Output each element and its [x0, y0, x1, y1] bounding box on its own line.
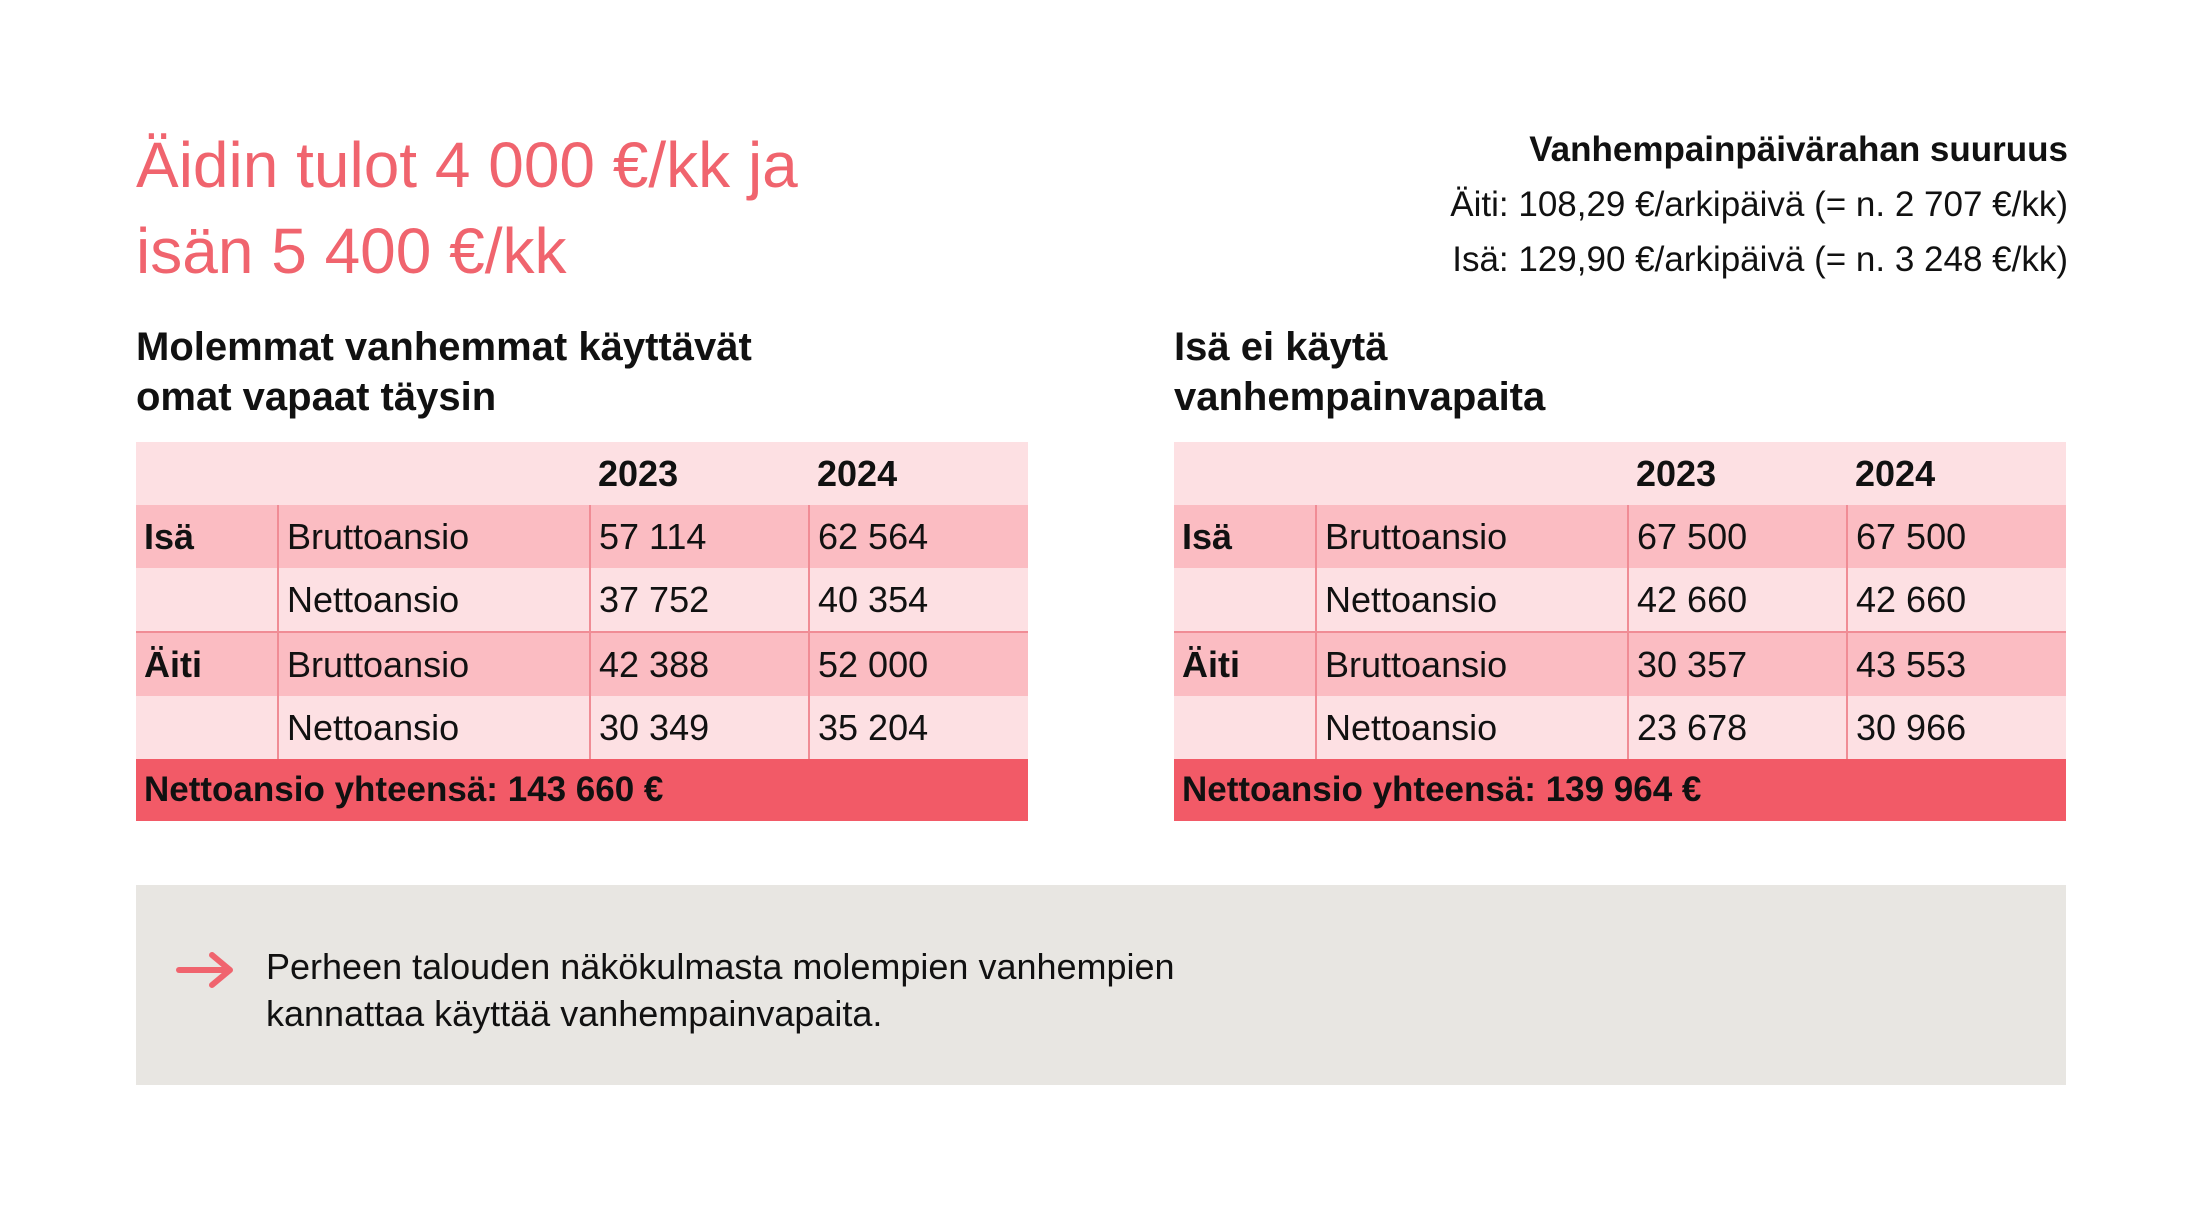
header-empty-cell	[136, 442, 278, 505]
page-title: Äidin tulot 4 000 €/kk ja isän 5 400 €/k…	[136, 122, 798, 294]
person-label	[1174, 696, 1316, 759]
arrow-right-icon	[176, 950, 236, 995]
person-label	[136, 568, 278, 633]
allowance-father: Isä: 129,90 €/arkipäivä (= n. 3 248 €/kk…	[1452, 240, 2068, 279]
table-header-row: 2023 2024	[136, 442, 1028, 505]
value-cell: 57 114	[589, 505, 809, 568]
table-row: Nettoansio 23 678 30 966	[1174, 696, 2066, 759]
value-cell: 35 204	[808, 696, 1028, 759]
person-label: Isä	[1174, 505, 1316, 568]
scenario-both-parents: Molemmat vanhemmat käyttävät omat vapaat…	[136, 322, 1028, 821]
header-empty-cell	[1174, 442, 1316, 505]
row-label: Nettoansio	[1315, 696, 1628, 759]
income-table: 2023 2024 Isä Bruttoansio 57 114 62 564 …	[136, 442, 1028, 821]
value-cell: 43 553	[1846, 632, 2066, 696]
value-cell: 42 660	[1846, 568, 2066, 633]
table-row: Nettoansio 42 660 42 660	[1174, 568, 2066, 633]
table-row: Nettoansio 37 752 40 354	[136, 568, 1028, 633]
total-row: Nettoansio yhteensä: 143 660 €	[136, 759, 1028, 821]
section-title: Isä ei käytä vanhempainvapaita	[1174, 322, 2066, 442]
row-label: Bruttoansio	[277, 632, 590, 696]
table-row: Äiti Bruttoansio 42 388 52 000	[136, 632, 1028, 696]
year-header: 2024	[1847, 442, 2066, 505]
header-empty-cell	[1316, 442, 1628, 505]
person-label: Äiti	[1174, 632, 1316, 696]
header-empty-cell	[278, 442, 590, 505]
section-title-line-1: Isä ei käytä	[1174, 325, 1388, 369]
allowance-mother: Äiti: 108,29 €/arkipäivä (= n. 2 707 €/k…	[1450, 185, 2068, 224]
value-cell: 67 500	[1846, 505, 2066, 568]
value-cell: 30 357	[1627, 632, 1847, 696]
person-label: Äiti	[136, 632, 278, 696]
value-cell: 37 752	[589, 568, 809, 633]
value-cell: 30 966	[1846, 696, 2066, 759]
value-cell: 52 000	[808, 632, 1028, 696]
section-title-line-1: Molemmat vanhemmat käyttävät	[136, 325, 752, 369]
value-cell: 30 349	[589, 696, 809, 759]
person-label: Isä	[136, 505, 278, 568]
table-header-row: 2023 2024	[1174, 442, 2066, 505]
table-row: Isä Bruttoansio 67 500 67 500	[1174, 505, 2066, 568]
allowance-heading: Vanhempainpäivärahan suuruus	[1529, 130, 2068, 169]
row-label: Bruttoansio	[1315, 632, 1628, 696]
row-label: Bruttoansio	[277, 505, 590, 568]
scenario-father-no-leave: Isä ei käytä vanhempainvapaita 2023 2024…	[1174, 322, 2066, 821]
year-header: 2024	[809, 442, 1028, 505]
total-net-income: Nettoansio yhteensä: 143 660 €	[136, 759, 1028, 821]
value-cell: 42 388	[589, 632, 809, 696]
conclusion-text: Perheen talouden näkökulmasta molempien …	[266, 943, 1466, 1037]
total-row: Nettoansio yhteensä: 139 964 €	[1174, 759, 2066, 821]
person-label	[136, 696, 278, 759]
person-label	[1174, 568, 1316, 633]
value-cell: 67 500	[1627, 505, 1847, 568]
row-label: Nettoansio	[277, 696, 590, 759]
page-title-line-1: Äidin tulot 4 000 €/kk ja	[136, 129, 798, 201]
value-cell: 42 660	[1627, 568, 1847, 633]
section-title-line-2: omat vapaat täysin	[136, 375, 497, 419]
conclusion-box: Perheen talouden näkökulmasta molempien …	[136, 885, 2066, 1085]
conclusion-line-2: kannattaa käyttää vanhempainvapaita.	[266, 993, 883, 1034]
value-cell: 62 564	[808, 505, 1028, 568]
total-net-income: Nettoansio yhteensä: 139 964 €	[1174, 759, 2066, 821]
table-row: Äiti Bruttoansio 30 357 43 553	[1174, 632, 2066, 696]
table-row: Nettoansio 30 349 35 204	[136, 696, 1028, 759]
value-cell: 40 354	[808, 568, 1028, 633]
page-title-line-2: isän 5 400 €/kk	[136, 215, 567, 287]
row-label: Nettoansio	[277, 568, 590, 633]
section-title-line-2: vanhempainvapaita	[1174, 375, 1546, 419]
conclusion-line-1: Perheen talouden näkökulmasta molempien …	[266, 946, 1175, 987]
section-title: Molemmat vanhemmat käyttävät omat vapaat…	[136, 322, 1028, 442]
year-header: 2023	[590, 442, 809, 505]
row-label: Bruttoansio	[1315, 505, 1628, 568]
row-label: Nettoansio	[1315, 568, 1628, 633]
table-row: Isä Bruttoansio 57 114 62 564	[136, 505, 1028, 568]
income-table: 2023 2024 Isä Bruttoansio 67 500 67 500 …	[1174, 442, 2066, 821]
year-header: 2023	[1628, 442, 1847, 505]
parental-allowance-info: Vanhempainpäivärahan suuruus Äiti: 108,2…	[1450, 122, 2068, 287]
value-cell: 23 678	[1627, 696, 1847, 759]
